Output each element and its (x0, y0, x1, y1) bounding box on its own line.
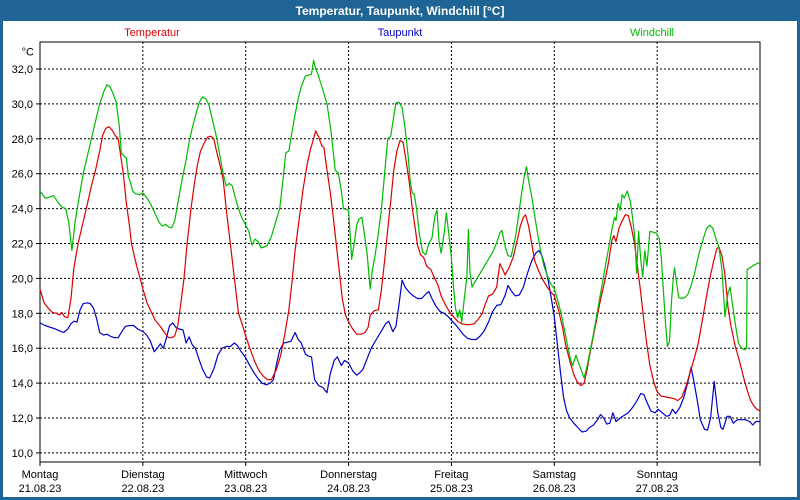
y-tick-label: 18,0 (12, 308, 33, 320)
x-day-label: Sonntag (637, 469, 678, 481)
y-tick-label: 30,0 (12, 99, 33, 111)
x-date-label: 26.08.23 (533, 483, 576, 495)
y-axis-unit-label: °C (22, 47, 34, 59)
y-tick-label: 26,0 (12, 169, 33, 181)
x-date-label: 25.08.23 (430, 483, 473, 495)
legend-temperatur: Temperatur (124, 27, 180, 39)
y-tick-label: 14,0 (12, 378, 33, 390)
y-tick-label: 16,0 (12, 343, 33, 355)
x-day-label: Samstag (533, 469, 576, 481)
x-day-label: Mittwoch (224, 469, 267, 481)
y-tick-label: 24,0 (12, 204, 33, 216)
y-tick-label: 32,0 (12, 64, 33, 76)
title-bar: Temperatur, Taupunkt, Windchill [°C] (0, 0, 800, 21)
y-tick-label: 28,0 (12, 134, 33, 146)
series-line-temperatur (39, 125, 761, 412)
window-border-bottom (0, 497, 800, 500)
x-day-label: Dienstag (121, 469, 164, 481)
x-date-label: 22.08.23 (121, 483, 164, 495)
window-border-left (0, 0, 3, 500)
plot-border (39, 41, 761, 463)
window-border-right (797, 0, 800, 500)
x-date-label: 21.08.23 (19, 483, 62, 495)
y-tick-label: 10,0 (12, 448, 33, 460)
x-date-label: 27.08.23 (636, 483, 679, 495)
legend-taupunkt: Taupunkt (378, 27, 423, 39)
x-day-label: Freitag (434, 469, 468, 481)
series-line-windchill (39, 59, 761, 379)
x-date-label: 24.08.23 (327, 483, 370, 495)
x-day-label: Donnerstag (320, 469, 377, 481)
y-tick-label: 22,0 (12, 239, 33, 251)
series-line-taupunkt (39, 249, 760, 433)
x-day-label: Montag (22, 469, 59, 481)
legend-windchill: Windchill (630, 27, 674, 39)
x-date-label: 23.08.23 (224, 483, 267, 495)
y-tick-label: 20,0 (12, 273, 33, 285)
y-tick-label: 12,0 (12, 413, 33, 425)
window-title: Temperatur, Taupunkt, Windchill [°C] (295, 3, 505, 18)
